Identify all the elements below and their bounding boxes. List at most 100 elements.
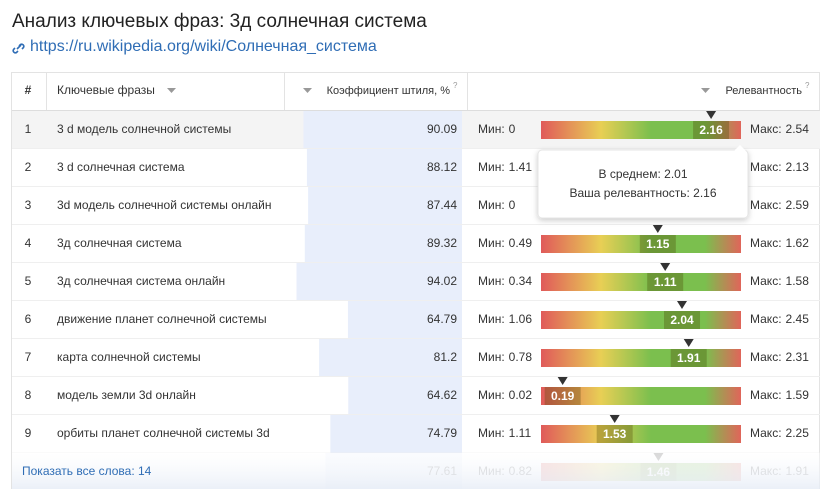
phrase: 3д солнечная система онлайн: [57, 274, 225, 288]
row-num: 2: [25, 160, 32, 174]
page-title: Анализ ключевых фраз: 3д солнечная систе…: [12, 11, 427, 32]
relevance-bar: [541, 121, 741, 139]
phrase: 3 d модель солнечной системы: [57, 122, 231, 136]
min-value: 0: [509, 198, 516, 212]
overlay: В среднем: 2.01 Ваша релевантность: 2.16 П…: [12, 145, 820, 489]
table-row: 7 карта солнечной системы 81.2 Мин: 0.78 Макс…: [12, 338, 820, 377]
min-label: Мин:: [478, 426, 505, 440]
phrase: 3 d солнечная система: [57, 160, 185, 174]
value-pill: [596, 425, 633, 443]
min-value: 1.11: [509, 426, 532, 440]
coef-value: 87.44: [427, 198, 457, 212]
relevance-marker: [683, 339, 694, 347]
relevance-value: 0.19: [551, 389, 575, 403]
header-coef[interactable]: Коэффициент штиля, %: [327, 85, 451, 97]
min-text: Мин: 0.49: [478, 236, 532, 250]
min-text: Мин: 0: [478, 198, 516, 212]
table-row: 9 орбиты планет солнечной системы 3d 74.79…: [12, 414, 820, 453]
sort-icon[interactable]: [701, 88, 710, 93]
max-text: Макс: 2.31: [750, 350, 809, 364]
tooltip: [537, 149, 749, 219]
help-icon[interactable]: ?: [805, 81, 810, 90]
value-pill: [693, 121, 730, 139]
sort-icon[interactable]: [167, 88, 176, 93]
phrase: модель земли 3d онлайн: [57, 388, 196, 402]
min-text: Мин: 1.06: [478, 312, 532, 326]
min-value: 0.02: [509, 388, 533, 402]
header-phrase[interactable]: Ключевые фразы: [57, 83, 155, 97]
tooltip-pointer: [734, 145, 746, 151]
max-text: Макс: 2.25: [750, 426, 809, 440]
row-num: 7: [25, 350, 32, 364]
max-value: 2.31: [786, 350, 810, 364]
min-text: Мин: 0.02: [478, 388, 532, 402]
min-label: Мин:: [478, 312, 505, 326]
coef-value: 89.32: [427, 236, 457, 250]
max-label: Макс:: [750, 312, 782, 326]
footer-fade: [12, 453, 820, 489]
page-url[interactable]: https://ru.wikipedia.org/wiki/Солнечная_…: [30, 38, 377, 55]
max-value: 2.45: [786, 312, 810, 326]
table-row: 5 3д солнечная система онлайн 94.02 Мин: 0.3…: [12, 262, 820, 301]
relevance-marker: [609, 415, 620, 423]
max-value: 1.62: [786, 236, 810, 250]
row-num: 9: [25, 426, 32, 440]
min-value: 0.49: [509, 236, 533, 250]
max-value: 2.59: [786, 198, 810, 212]
relevance-marker: [660, 263, 671, 271]
max-text: Макс: 1.58: [750, 274, 809, 288]
row-num: 3: [25, 198, 32, 212]
value-pill: [544, 387, 581, 405]
max-value: 2.54: [786, 122, 810, 136]
relevance-marker: [652, 225, 663, 233]
max-label: Макс:: [750, 426, 782, 440]
coef-bar: [347, 301, 462, 339]
max-label: Макс:: [750, 160, 782, 174]
min-value: 1.41: [509, 160, 533, 174]
help-icon[interactable]: ?: [453, 81, 458, 90]
max-label: Макс:: [750, 274, 782, 288]
coef-value: 94.02: [427, 274, 457, 288]
max-text: Макс: 1.59: [750, 388, 809, 402]
max-label: Макс:: [750, 236, 782, 250]
min-label: Мин:: [478, 274, 505, 288]
relevance-value: 1.11: [654, 275, 677, 289]
relevance-marker: [706, 111, 717, 119]
relevance-bar: [541, 311, 741, 329]
relevance-bar: [541, 349, 741, 367]
coef-bar: [308, 187, 462, 225]
max-text: Макс: 2.13: [750, 160, 809, 174]
show-all-link[interactable]: Показать все слова: 14: [22, 464, 152, 478]
relevance-marker: [557, 377, 568, 385]
min-label: Мин:: [478, 388, 505, 402]
table-border: [11, 72, 820, 489]
phrase: движение планет солнечной системы: [57, 312, 267, 326]
coef-bar: [306, 149, 462, 187]
max-text: Макс: 2.54: [750, 122, 809, 136]
min-text: Мин: 0: [478, 122, 516, 136]
min-label: Мин:: [478, 122, 505, 136]
max-value: 1.58: [786, 274, 810, 288]
tooltip-average: В среднем: 2.01: [599, 167, 688, 181]
sort-icon[interactable]: [303, 88, 312, 93]
header-relevance[interactable]: Релевантность: [725, 85, 802, 97]
max-text: Макс: 1.62: [750, 236, 809, 250]
relevance-bar: [541, 235, 741, 253]
max-label: Макс:: [750, 350, 782, 364]
row-num: 6: [25, 312, 32, 326]
max-label: Макс:: [750, 198, 782, 212]
min-label: Мин:: [478, 198, 505, 212]
coef-bar: [319, 339, 462, 377]
max-value: 2.13: [786, 160, 810, 174]
min-text: Мин: 0.34: [478, 274, 532, 288]
phrase: 3d модель солнечной системы онлайн: [57, 198, 272, 212]
min-value: 1.06: [509, 312, 533, 326]
min-label: Мин:: [478, 160, 505, 174]
coef-bar: [304, 225, 462, 263]
min-text: Мин: 1.41: [478, 160, 532, 174]
coef-value: 74.79: [427, 426, 457, 440]
relevance-bar: [541, 387, 741, 405]
max-label: Макс:: [750, 122, 782, 136]
